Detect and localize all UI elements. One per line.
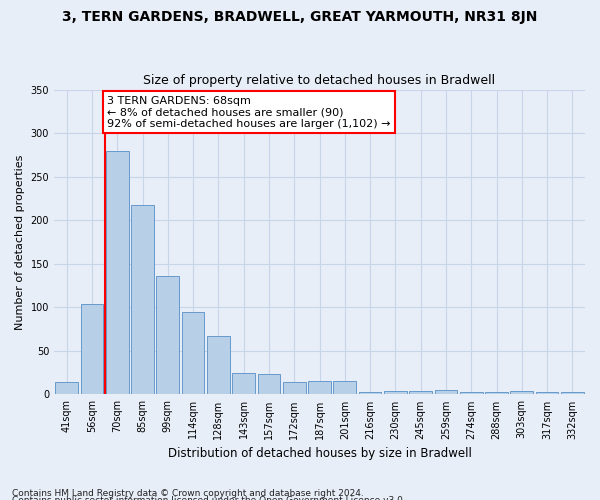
Y-axis label: Number of detached properties: Number of detached properties [15,154,25,330]
Bar [485,392,508,394]
Text: 3 TERN GARDENS: 68sqm
← 8% of detached houses are smaller (90)
92% of semi-detac: 3 TERN GARDENS: 68sqm ← 8% of detached h… [107,96,391,129]
Bar [434,390,457,394]
Text: Contains HM Land Registry data © Crown copyright and database right 2024.: Contains HM Land Registry data © Crown c… [12,488,364,498]
Bar [232,372,255,394]
Bar [536,392,559,394]
Text: 3, TERN GARDENS, BRADWELL, GREAT YARMOUTH, NR31 8JN: 3, TERN GARDENS, BRADWELL, GREAT YARMOUT… [62,10,538,24]
Bar [80,304,103,394]
Bar [106,150,128,394]
Bar [384,391,407,394]
Title: Size of property relative to detached houses in Bradwell: Size of property relative to detached ho… [143,74,496,87]
Bar [55,382,78,394]
Text: Contains public sector information licensed under the Open Government Licence v3: Contains public sector information licen… [12,496,406,500]
Bar [207,336,230,394]
Bar [157,276,179,394]
Bar [460,392,482,394]
Bar [561,392,584,394]
Bar [257,374,280,394]
Bar [131,204,154,394]
Bar [359,392,382,394]
Bar [283,382,305,394]
Bar [334,382,356,394]
Bar [308,382,331,394]
Bar [511,391,533,394]
X-axis label: Distribution of detached houses by size in Bradwell: Distribution of detached houses by size … [167,447,472,460]
Bar [409,391,432,394]
Bar [182,312,205,394]
